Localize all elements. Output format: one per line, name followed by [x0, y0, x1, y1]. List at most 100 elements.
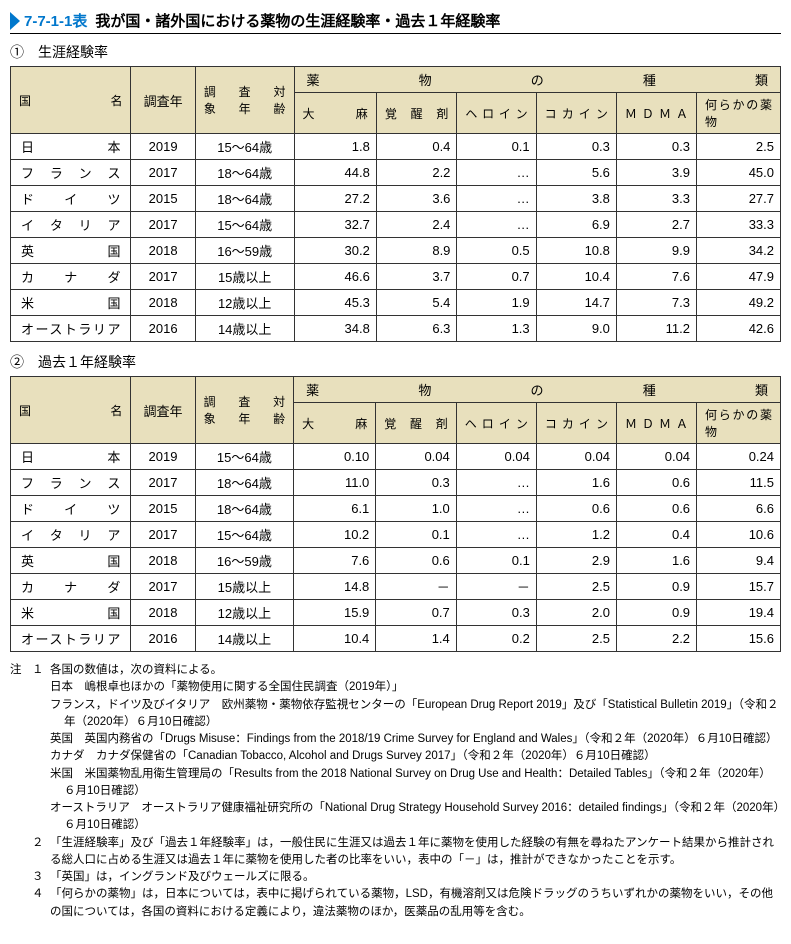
cell-value: 11.0 [294, 470, 376, 496]
cell-country: フ ラ ン ス [11, 160, 131, 186]
note-number: ４ [32, 886, 50, 921]
cell-value: … [456, 470, 536, 496]
cell-year: 2017 [131, 264, 195, 290]
note-text: 「英国」は，イングランド及びウェールズに限る。 [50, 869, 781, 886]
cell-value: 6.6 [697, 496, 781, 522]
cell-country: 米 国 [11, 600, 131, 626]
note-text: フランス，ドイツ及びイタリア 欧州薬物・薬物依存監視センターの「European… [50, 697, 781, 732]
cell-age: 18～64歳 [195, 160, 294, 186]
cell-value: 0.9 [616, 600, 696, 626]
table-row: ド イ ツ201518～64歳27.23.6…3.83.327.7 [11, 186, 781, 212]
cell-value: 0.3 [616, 134, 696, 160]
note-label: 注 [10, 662, 32, 679]
cell-value: 0.6 [616, 496, 696, 522]
section2-label: ② 過去１年経験率 [10, 352, 781, 372]
table-row: ド イ ツ201518～64歳6.11.0…0.60.66.6 [11, 496, 781, 522]
cell-value: 1.4 [376, 626, 456, 652]
cell-value: 15.6 [697, 626, 781, 652]
cell-age: 15～64歳 [195, 444, 294, 470]
table-row: カ ナ ダ201715歳以上14.8－－2.50.915.7 [11, 574, 781, 600]
header-drug-4: ＭＤＭＡ [616, 93, 696, 134]
cell-country: フ ラ ン ス [11, 470, 131, 496]
cell-value: 11.2 [616, 316, 696, 342]
cell-value: 32.7 [294, 212, 376, 238]
cell-value: 42.6 [697, 316, 781, 342]
table-row: オーストラリア201614歳以上10.41.40.22.52.215.6 [11, 626, 781, 652]
header-drug-types: 薬 物 の 種 類 [294, 377, 781, 403]
title-bar: 7-7-1-1表 我が国・諸外国における薬物の生涯経験率・過去１年経験率 [10, 10, 781, 34]
cell-value: 0.1 [457, 134, 536, 160]
title-text: 我が国・諸外国における薬物の生涯経験率・過去１年経験率 [95, 10, 500, 31]
cell-year: 2018 [131, 290, 195, 316]
cell-value: 34.2 [697, 238, 781, 264]
cell-age: 14歳以上 [195, 626, 294, 652]
header-drug-0: 大 麻 [294, 93, 376, 134]
cell-age: 12歳以上 [195, 600, 294, 626]
cell-value: 45.0 [697, 160, 781, 186]
header-age: 調 査 対 象年齢 [195, 67, 294, 134]
note-label [10, 766, 32, 801]
cell-year: 2017 [131, 212, 195, 238]
header-drug-3: コカイン [536, 403, 616, 444]
cell-year: 2019 [131, 134, 195, 160]
cell-country: オーストラリア [11, 626, 131, 652]
cell-value: 14.7 [536, 290, 616, 316]
cell-value: 9.9 [616, 238, 696, 264]
cell-value: 7.3 [616, 290, 696, 316]
cell-country: 英 国 [11, 548, 131, 574]
cell-value: 10.4 [536, 264, 616, 290]
cell-age: 12歳以上 [195, 290, 294, 316]
cell-value: 45.3 [294, 290, 376, 316]
header-drug-5: 何らかの薬 物 [697, 403, 781, 444]
header-country: 国 名 [11, 67, 131, 134]
cell-value: 10.2 [294, 522, 376, 548]
cell-value: 3.3 [616, 186, 696, 212]
section1-label: ① 生涯経験率 [10, 42, 781, 62]
cell-value: 0.04 [456, 444, 536, 470]
title-marker-icon [10, 12, 20, 30]
cell-year: 2018 [131, 238, 195, 264]
cell-value: 3.8 [536, 186, 616, 212]
note-number [32, 731, 50, 748]
cell-year: 2017 [131, 470, 195, 496]
note-label [10, 679, 32, 696]
cell-year: 2018 [131, 600, 195, 626]
note-label [10, 886, 32, 921]
cell-value: 1.0 [376, 496, 456, 522]
cell-value: 2.0 [536, 600, 616, 626]
cell-age: 14歳以上 [195, 316, 294, 342]
cell-country: 日 本 [11, 134, 131, 160]
cell-value: 10.8 [536, 238, 616, 264]
cell-value: 2.5 [536, 626, 616, 652]
cell-value: 30.2 [294, 238, 376, 264]
cell-age: 15～64歳 [195, 134, 294, 160]
note-number [32, 800, 50, 835]
cell-age: 15歳以上 [195, 574, 294, 600]
table-row: 英 国201816～59歳7.60.60.12.91.69.4 [11, 548, 781, 574]
cell-value: 19.4 [697, 600, 781, 626]
cell-value: 2.2 [616, 626, 696, 652]
cell-value: 1.3 [457, 316, 536, 342]
cell-value: 0.04 [616, 444, 696, 470]
header-year: 調査年 [131, 67, 195, 134]
cell-value: 6.9 [536, 212, 616, 238]
cell-age: 15～64歳 [195, 522, 294, 548]
cell-value: 0.4 [376, 134, 457, 160]
cell-value: 5.6 [536, 160, 616, 186]
cell-value: 0.04 [376, 444, 456, 470]
cell-value: 9.0 [536, 316, 616, 342]
cell-value: … [457, 160, 536, 186]
note-label [10, 697, 32, 732]
cell-value: 27.7 [697, 186, 781, 212]
cell-value: 0.3 [456, 600, 536, 626]
cell-value: 3.6 [376, 186, 457, 212]
cell-value: … [456, 496, 536, 522]
cell-value: － [376, 574, 456, 600]
header-drug-types: 薬 物 の 種 類 [294, 67, 780, 93]
cell-value: 0.24 [697, 444, 781, 470]
cell-value: 46.6 [294, 264, 376, 290]
note-label [10, 835, 32, 870]
note-text: 英国 英国内務省の「Drugs Misuse：Findings from the… [50, 731, 781, 748]
cell-value: 8.9 [376, 238, 457, 264]
table-lifetime: 国 名調査年調 査 対 象年齢薬 物 の 種 類大 麻覚 醒 剤ヘロインコカイン… [10, 66, 781, 342]
